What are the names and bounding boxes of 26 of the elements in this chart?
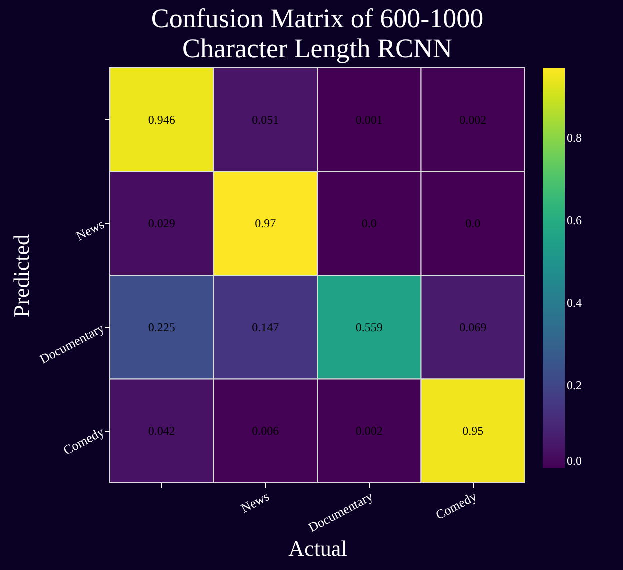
color-bar-label: 0.0 [567,454,582,468]
data-label: 0.97 [255,216,276,231]
data-label: 0.001 [356,112,383,127]
data-label: 0.006 [252,424,280,438]
y-axis-title: Predicted [9,234,34,318]
data-label: 0.029 [148,216,176,231]
data-label: 0.069 [460,320,487,334]
color-bar-label: 0.2 [567,378,582,393]
y-tick-label: News [74,216,107,244]
chart-title: Confusion Matrix of 600-1000 Character Length RCNN [151,4,484,64]
x-axis-title: Actual [288,536,348,562]
data-label: 0.559 [356,320,383,334]
x-tick-label: News [238,488,272,516]
data-label: 0.051 [252,112,280,127]
data-label: 0.0 [362,216,377,231]
data-label: 0.0 [466,216,481,231]
color-bar-label: 0.4 [567,296,582,310]
data-label: 0.95 [462,424,484,438]
data-label: 0.225 [148,320,176,334]
data-label: 0.147 [252,320,280,334]
color-bar-label: 0.8 [567,131,582,146]
data-label: 0.042 [148,424,176,438]
data-label: 0.946 [148,112,176,127]
data-label: 0.002 [460,112,487,127]
color-bar-label: 0.6 [567,214,582,228]
data-label: 0.002 [356,424,383,438]
